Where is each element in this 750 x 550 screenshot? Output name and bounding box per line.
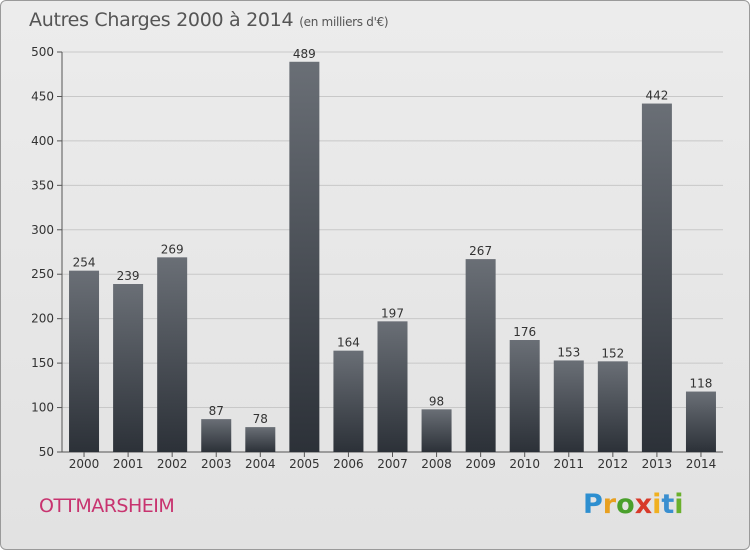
bar — [597, 361, 628, 452]
x-tick-label: 2014 — [686, 457, 717, 471]
bar — [333, 350, 364, 452]
labels: 50 100 150 200 250 300 350 400 450 500 254 2000 239 2… — [31, 45, 716, 471]
bar — [69, 270, 100, 452]
chart-title: Autres Charges 2000 à 2014 (en milliers d… — [29, 9, 389, 31]
bar — [157, 257, 188, 452]
logo-letter: o — [616, 489, 635, 520]
bar — [421, 409, 452, 452]
y-tick-label: 400 — [31, 134, 54, 148]
bar — [245, 427, 276, 452]
bar — [685, 391, 716, 452]
x-tick-label: 2013 — [642, 457, 673, 471]
y-tick-label: 200 — [31, 312, 54, 326]
bars — [69, 61, 716, 453]
bar-value-label: 87 — [209, 404, 224, 418]
x-tick-label: 2008 — [421, 457, 452, 471]
x-tick-label: 2009 — [465, 457, 496, 471]
y-tick-label: 500 — [31, 45, 54, 59]
bar-value-label: 442 — [645, 89, 668, 103]
city-name: OTTMARSHEIM — [39, 495, 175, 517]
x-tick-label: 2000 — [69, 457, 100, 471]
logo-letter: t — [661, 489, 675, 520]
bar-value-label: 239 — [117, 269, 140, 283]
bar — [377, 321, 408, 452]
bar-value-label: 267 — [469, 244, 492, 258]
bar-value-label: 98 — [429, 394, 444, 408]
proxiti-logo[interactable]: Proxiti — [583, 489, 684, 520]
logo-letter: i — [652, 489, 662, 520]
x-tick-label: 2001 — [113, 457, 144, 471]
bar — [553, 360, 584, 452]
bar-value-label: 489 — [293, 47, 316, 61]
x-tick-label: 2012 — [598, 457, 629, 471]
logo-letter: P — [583, 489, 603, 520]
x-tick-label: 2003 — [201, 457, 232, 471]
bar-value-label: 118 — [690, 377, 713, 391]
bar — [641, 103, 672, 453]
logo-letter: r — [602, 489, 617, 520]
x-tick-label: 2010 — [509, 457, 540, 471]
bar-value-label: 153 — [557, 345, 580, 359]
bar-value-label: 269 — [161, 242, 184, 256]
x-tick-label: 2007 — [377, 457, 408, 471]
bar — [509, 340, 540, 452]
y-tick-label: 150 — [31, 356, 54, 370]
bar — [289, 61, 320, 453]
y-tick-label: 300 — [31, 223, 54, 237]
logo-letter: i — [674, 489, 684, 520]
x-tick-label: 2004 — [245, 457, 276, 471]
bar-value-label: 164 — [337, 336, 360, 350]
logo-letter: x — [634, 489, 653, 520]
x-tick-label: 2005 — [289, 457, 320, 471]
bar-value-label: 197 — [381, 306, 404, 320]
bar-value-label: 176 — [513, 325, 536, 339]
y-tick-label: 350 — [31, 178, 54, 192]
chart-title-text: Autres Charges 2000 à 2014 — [29, 9, 294, 31]
chart-subtitle: (en milliers d'€) — [299, 15, 389, 29]
y-tick-label: 250 — [31, 267, 54, 281]
bar-value-label: 78 — [253, 412, 268, 426]
y-tick-label: 450 — [31, 89, 54, 103]
bar — [465, 259, 496, 452]
x-tick-label: 2011 — [553, 457, 584, 471]
bar-value-label: 152 — [601, 346, 624, 360]
bar-value-label: 254 — [73, 256, 96, 270]
bar — [201, 419, 232, 452]
bar — [113, 284, 144, 452]
y-tick-label: 100 — [31, 401, 54, 415]
y-tick-label: 50 — [39, 445, 54, 459]
x-tick-label: 2002 — [157, 457, 188, 471]
x-tick-label: 2006 — [333, 457, 364, 471]
